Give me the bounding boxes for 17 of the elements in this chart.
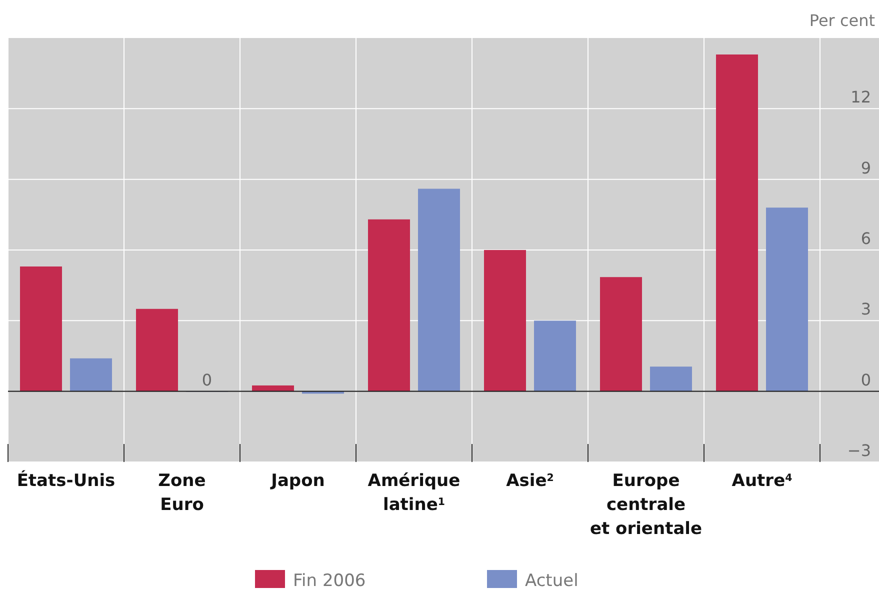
y-tick-label: 9 bbox=[860, 158, 871, 178]
legend-label: Fin 2006 bbox=[293, 571, 366, 590]
y-axis-title: Per cent bbox=[809, 11, 875, 30]
y-tick-label: −3 bbox=[847, 441, 871, 460]
y-tick-label: 6 bbox=[860, 229, 871, 248]
x-tick-label: Asie$^{2}$ bbox=[506, 471, 554, 491]
y-tick-label: 3 bbox=[860, 300, 871, 319]
x-tick-label: Autre$^{4}$ bbox=[732, 471, 792, 491]
y-tick-label: 0 bbox=[860, 370, 871, 390]
x-tick-label: Japon bbox=[270, 471, 325, 491]
x-tick-label: Amérique latine$^{1}$ bbox=[368, 471, 460, 515]
x-tick-label: Europe centrale et orientale bbox=[590, 471, 702, 539]
x-tick-label: États-Unis bbox=[16, 470, 116, 491]
legend-label: Actuel bbox=[525, 571, 578, 590]
y-tick-label: 12 bbox=[850, 88, 871, 107]
x-tick-label: Zone Euro bbox=[158, 471, 206, 515]
annotation: 0 bbox=[202, 370, 212, 390]
